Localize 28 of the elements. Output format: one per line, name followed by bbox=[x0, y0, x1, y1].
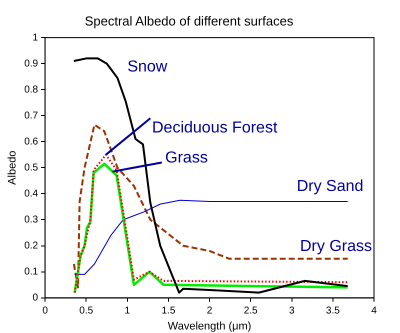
x-tick-label: 0 bbox=[42, 306, 48, 317]
y-tick-label: 0.6 bbox=[24, 136, 39, 148]
series-label: Dry Grass bbox=[300, 238, 372, 255]
y-tick-label: 0.5 bbox=[24, 162, 39, 174]
text: Grass bbox=[165, 149, 208, 166]
y-tick-label: 0.3 bbox=[24, 214, 39, 226]
x-tick-label: 4 bbox=[371, 306, 378, 317]
y-tick-label: 0.7 bbox=[24, 110, 39, 122]
x-tick-label: 3 bbox=[288, 306, 295, 317]
x-tick-label: 2 bbox=[206, 306, 213, 317]
series-label: Dry Sand bbox=[296, 178, 364, 196]
y-tick-label: 1 bbox=[32, 32, 39, 44]
y-tick-label: 0.8 bbox=[24, 84, 39, 96]
x-tick-label: 1 bbox=[124, 306, 131, 317]
x-tick-label: 0.5 bbox=[79, 306, 94, 317]
x-tick-label: 3.5 bbox=[326, 306, 340, 317]
y-tick-label: 0.1 bbox=[24, 266, 39, 278]
y-tick-label: 0.4 bbox=[24, 188, 39, 200]
series-label: Snow bbox=[127, 58, 168, 76]
text: Deciduous Forest bbox=[152, 120, 278, 137]
chart-title: Spectral Albedo of different surfaces bbox=[84, 13, 294, 28]
y-tick-label: 0.9 bbox=[24, 58, 39, 70]
y-tick-label: 0 bbox=[32, 292, 39, 304]
y-axis-title: Albedo bbox=[6, 150, 19, 185]
x-tick-label: 1.5 bbox=[161, 306, 176, 317]
x-axis-title: Wavelength (μm) bbox=[168, 320, 252, 332]
x-tick-label: 2.5 bbox=[244, 306, 258, 317]
y-tick-label: 0.2 bbox=[24, 240, 39, 252]
